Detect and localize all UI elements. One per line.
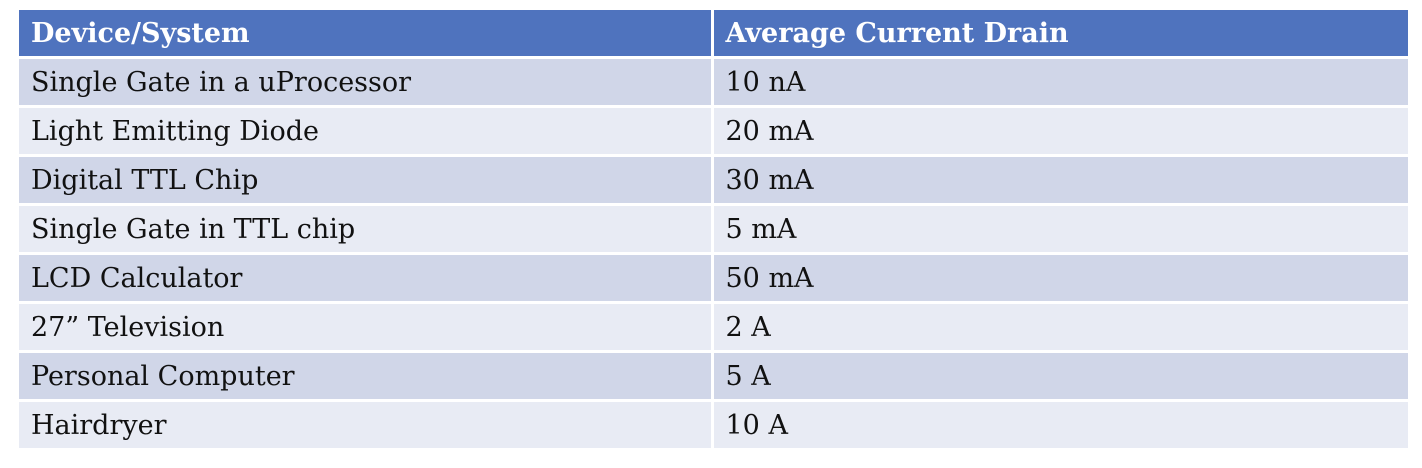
table-row: Light Emitting Diode 20 mA: [19, 106, 1408, 157]
table-row: 27” Television 2 A: [19, 302, 1408, 353]
table-header-row: Device/System Average Current Drain: [19, 10, 1408, 59]
device-cell: LCD Calculator: [19, 253, 714, 304]
current-cell: 20 mA: [712, 106, 1408, 157]
device-cell: Single Gate in TTL chip: [19, 204, 714, 255]
table-row: Digital TTL Chip 30 mA: [19, 155, 1408, 206]
current-cell: 50 mA: [712, 253, 1408, 304]
current-cell: 10 nA: [712, 57, 1408, 108]
header-device-system: Device/System: [19, 10, 714, 59]
table-row: Personal Computer 5 A: [19, 351, 1408, 402]
table-row: Hairdryer 10 A: [19, 400, 1408, 451]
current-cell: 30 mA: [712, 155, 1408, 206]
device-cell: Digital TTL Chip: [19, 155, 714, 206]
device-cell: Personal Computer: [19, 351, 714, 402]
device-cell: Light Emitting Diode: [19, 106, 714, 157]
table-row: LCD Calculator 50 mA: [19, 253, 1408, 304]
current-cell: 5 A: [712, 351, 1408, 402]
table-row: Single Gate in TTL chip 5 mA: [19, 204, 1408, 255]
current-drain-table-container: Device/System Average Current Drain Sing…: [19, 10, 1408, 451]
device-cell: 27” Television: [19, 302, 714, 353]
current-cell: 2 A: [712, 302, 1408, 353]
header-average-current-drain: Average Current Drain: [712, 10, 1408, 59]
table-row: Single Gate in a uProcessor 10 nA: [19, 57, 1408, 108]
current-drain-table: Device/System Average Current Drain Sing…: [19, 10, 1408, 451]
current-cell: 10 A: [712, 400, 1408, 451]
device-cell: Single Gate in a uProcessor: [19, 57, 714, 108]
current-cell: 5 mA: [712, 204, 1408, 255]
device-cell: Hairdryer: [19, 400, 714, 451]
